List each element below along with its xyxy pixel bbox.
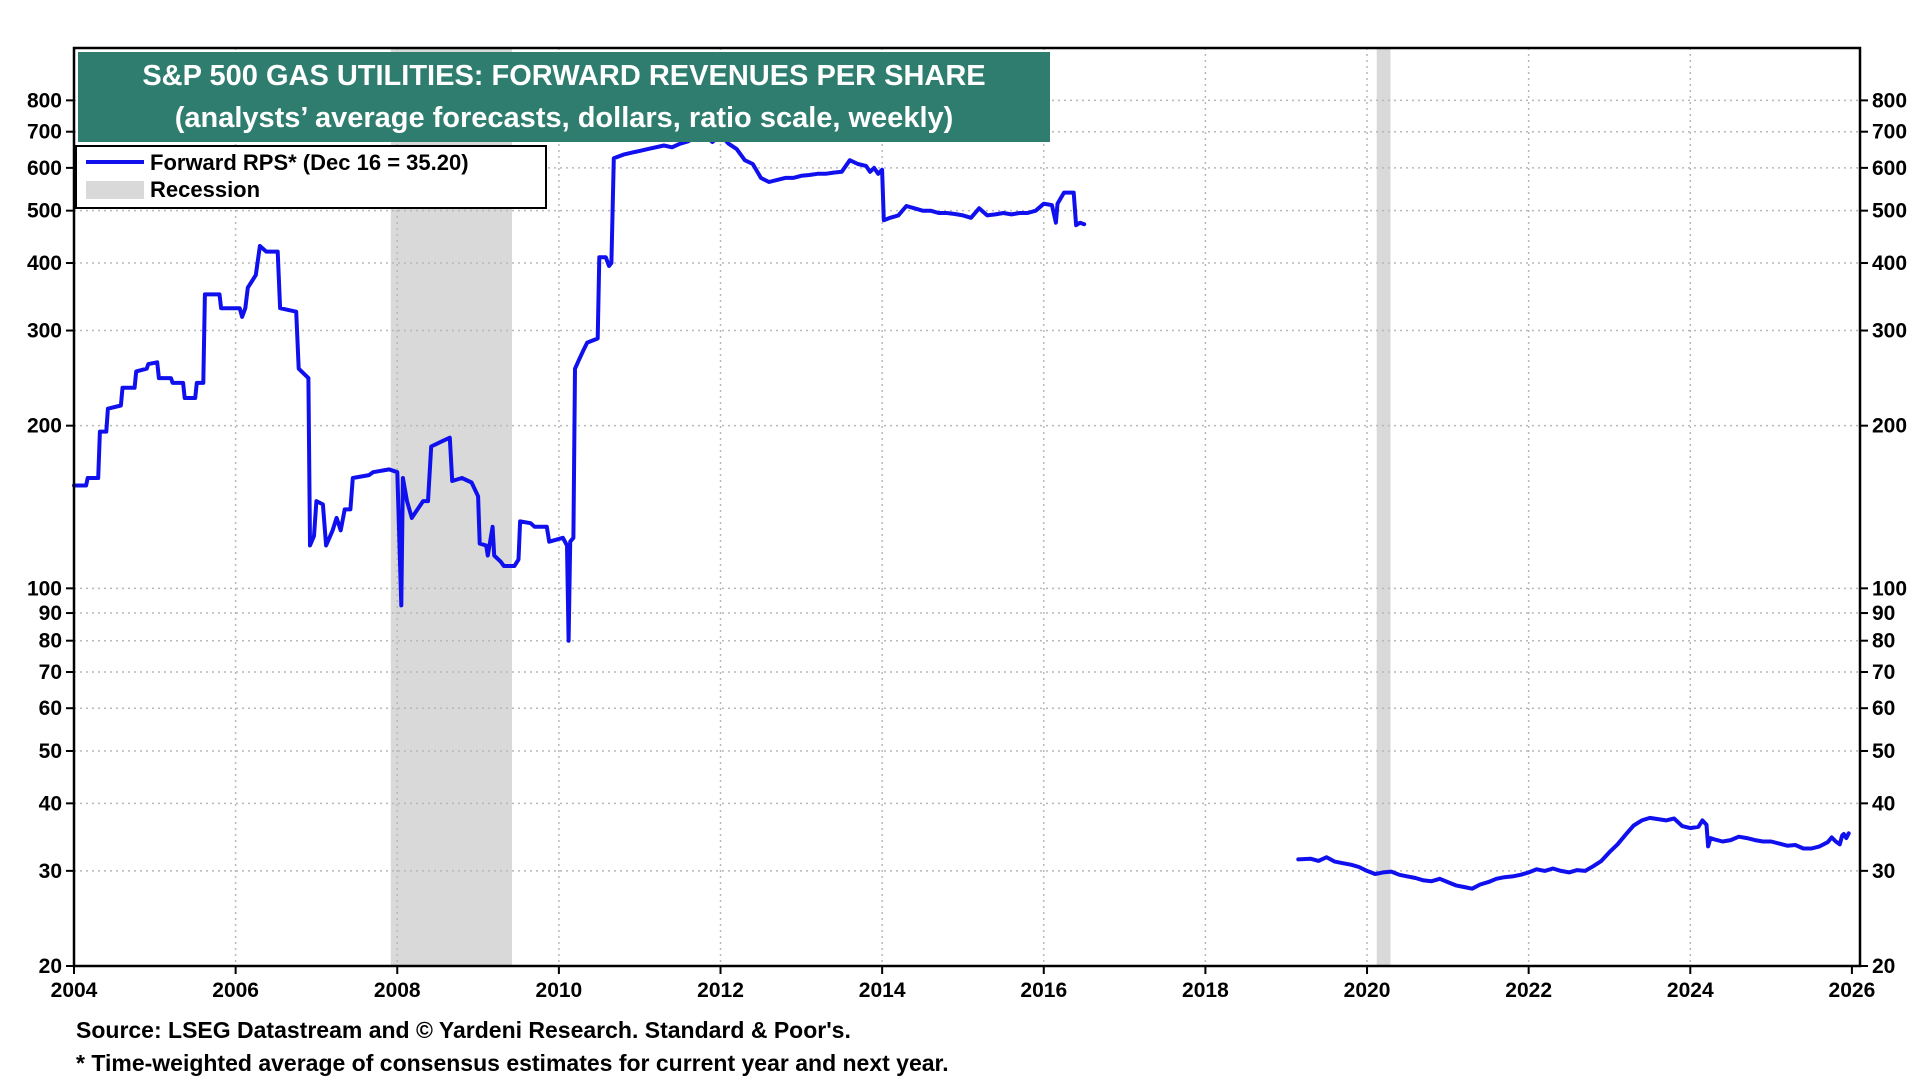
y-tick-label-left-30: 30 bbox=[39, 860, 62, 883]
x-tick-label-2006: 2006 bbox=[212, 979, 259, 1002]
y-tick-label-right-30: 30 bbox=[1872, 860, 1895, 883]
legend: Forward RPS* (Dec 16 = 35.20) Recession bbox=[75, 145, 547, 209]
y-tick-label-right-100: 100 bbox=[1872, 577, 1907, 600]
y-tick-label-right-200: 200 bbox=[1872, 415, 1907, 438]
x-tick-label-2012: 2012 bbox=[697, 979, 744, 1002]
legend-label-recession: Recession bbox=[150, 177, 260, 202]
y-tick-label-right-300: 300 bbox=[1872, 320, 1907, 343]
x-tick-label-2004: 2004 bbox=[51, 979, 98, 1002]
y-tick-label-left-70: 70 bbox=[39, 661, 62, 684]
y-tick-label-right-600: 600 bbox=[1872, 157, 1907, 180]
x-tick-label-2016: 2016 bbox=[1020, 979, 1067, 1002]
y-tick-label-right-20: 20 bbox=[1872, 955, 1895, 978]
plot-frame bbox=[72, 46, 1862, 968]
title-background bbox=[78, 52, 1050, 142]
y-tick-label-right-50: 50 bbox=[1872, 740, 1895, 763]
y-tick-label-right-400: 400 bbox=[1872, 252, 1907, 275]
series-line-segment-1 bbox=[1296, 815, 1851, 891]
y-tick-label-left-200: 200 bbox=[27, 415, 62, 438]
y-tick-label-left-90: 90 bbox=[39, 602, 62, 625]
legend-band-swatch bbox=[86, 181, 144, 199]
y-tick-label-left-80: 80 bbox=[39, 630, 62, 653]
chart-title: S&P 500 GAS UTILITIES: FORWARD REVENUES … bbox=[142, 60, 985, 92]
y-tick-label-left-500: 500 bbox=[27, 200, 62, 223]
y-tick-label-right-700: 700 bbox=[1872, 121, 1907, 144]
y-tick-label-right-60: 60 bbox=[1872, 697, 1895, 720]
legend-label-forward-rps: Forward RPS* (Dec 16 = 35.20) bbox=[150, 150, 469, 175]
axis-ticks: 2004 2006 2008 2010 2012 2014 2016 2018 2020 2022… bbox=[27, 89, 1907, 1002]
x-tick-label-2008: 2008 bbox=[374, 979, 421, 1002]
y-tick-label-left-50: 50 bbox=[39, 740, 62, 763]
y-tick-label-left-300: 300 bbox=[27, 320, 62, 343]
grid bbox=[74, 48, 1860, 966]
x-tick-label-2018: 2018 bbox=[1182, 979, 1229, 1002]
x-tick-label-2020: 2020 bbox=[1344, 979, 1391, 1002]
y-tick-label-left-600: 600 bbox=[27, 157, 62, 180]
recession-band-1 bbox=[1376, 48, 1391, 966]
x-tick-label-2026: 2026 bbox=[1829, 979, 1876, 1002]
y-tick-label-left-40: 40 bbox=[39, 792, 62, 815]
y-tick-label-left-800: 800 bbox=[27, 89, 62, 112]
source-note: Source: LSEG Datastream and © Yardeni Re… bbox=[76, 1017, 851, 1043]
y-tick-label-right-40: 40 bbox=[1872, 792, 1895, 815]
series-line-segment-0 bbox=[72, 133, 1087, 643]
x-tick-label-2010: 2010 bbox=[536, 979, 583, 1002]
y-tick-label-left-700: 700 bbox=[27, 121, 62, 144]
x-tick-label-2014: 2014 bbox=[859, 979, 906, 1002]
y-tick-label-right-70: 70 bbox=[1872, 661, 1895, 684]
legend-box bbox=[75, 145, 547, 209]
x-tick-label-2024: 2024 bbox=[1667, 979, 1714, 1002]
footnote-note: * Time-weighted average of consensus est… bbox=[76, 1050, 949, 1076]
y-tick-label-left-400: 400 bbox=[27, 252, 62, 275]
y-tick-label-right-80: 80 bbox=[1872, 630, 1895, 653]
chart-subtitle: (analysts’ average forecasts, dollars, r… bbox=[175, 102, 954, 134]
series-forward-rps bbox=[72, 133, 1851, 891]
title-box: S&P 500 GAS UTILITIES: FORWARD REVENUES … bbox=[78, 52, 1050, 142]
y-tick-label-left-60: 60 bbox=[39, 697, 62, 720]
y-tick-label-right-90: 90 bbox=[1872, 602, 1895, 625]
y-tick-label-right-500: 500 bbox=[1872, 200, 1907, 223]
y-tick-label-left-20: 20 bbox=[39, 955, 62, 978]
y-tick-label-right-800: 800 bbox=[1872, 89, 1907, 112]
x-tick-label-2022: 2022 bbox=[1505, 979, 1552, 1002]
y-tick-label-left-100: 100 bbox=[27, 577, 62, 600]
